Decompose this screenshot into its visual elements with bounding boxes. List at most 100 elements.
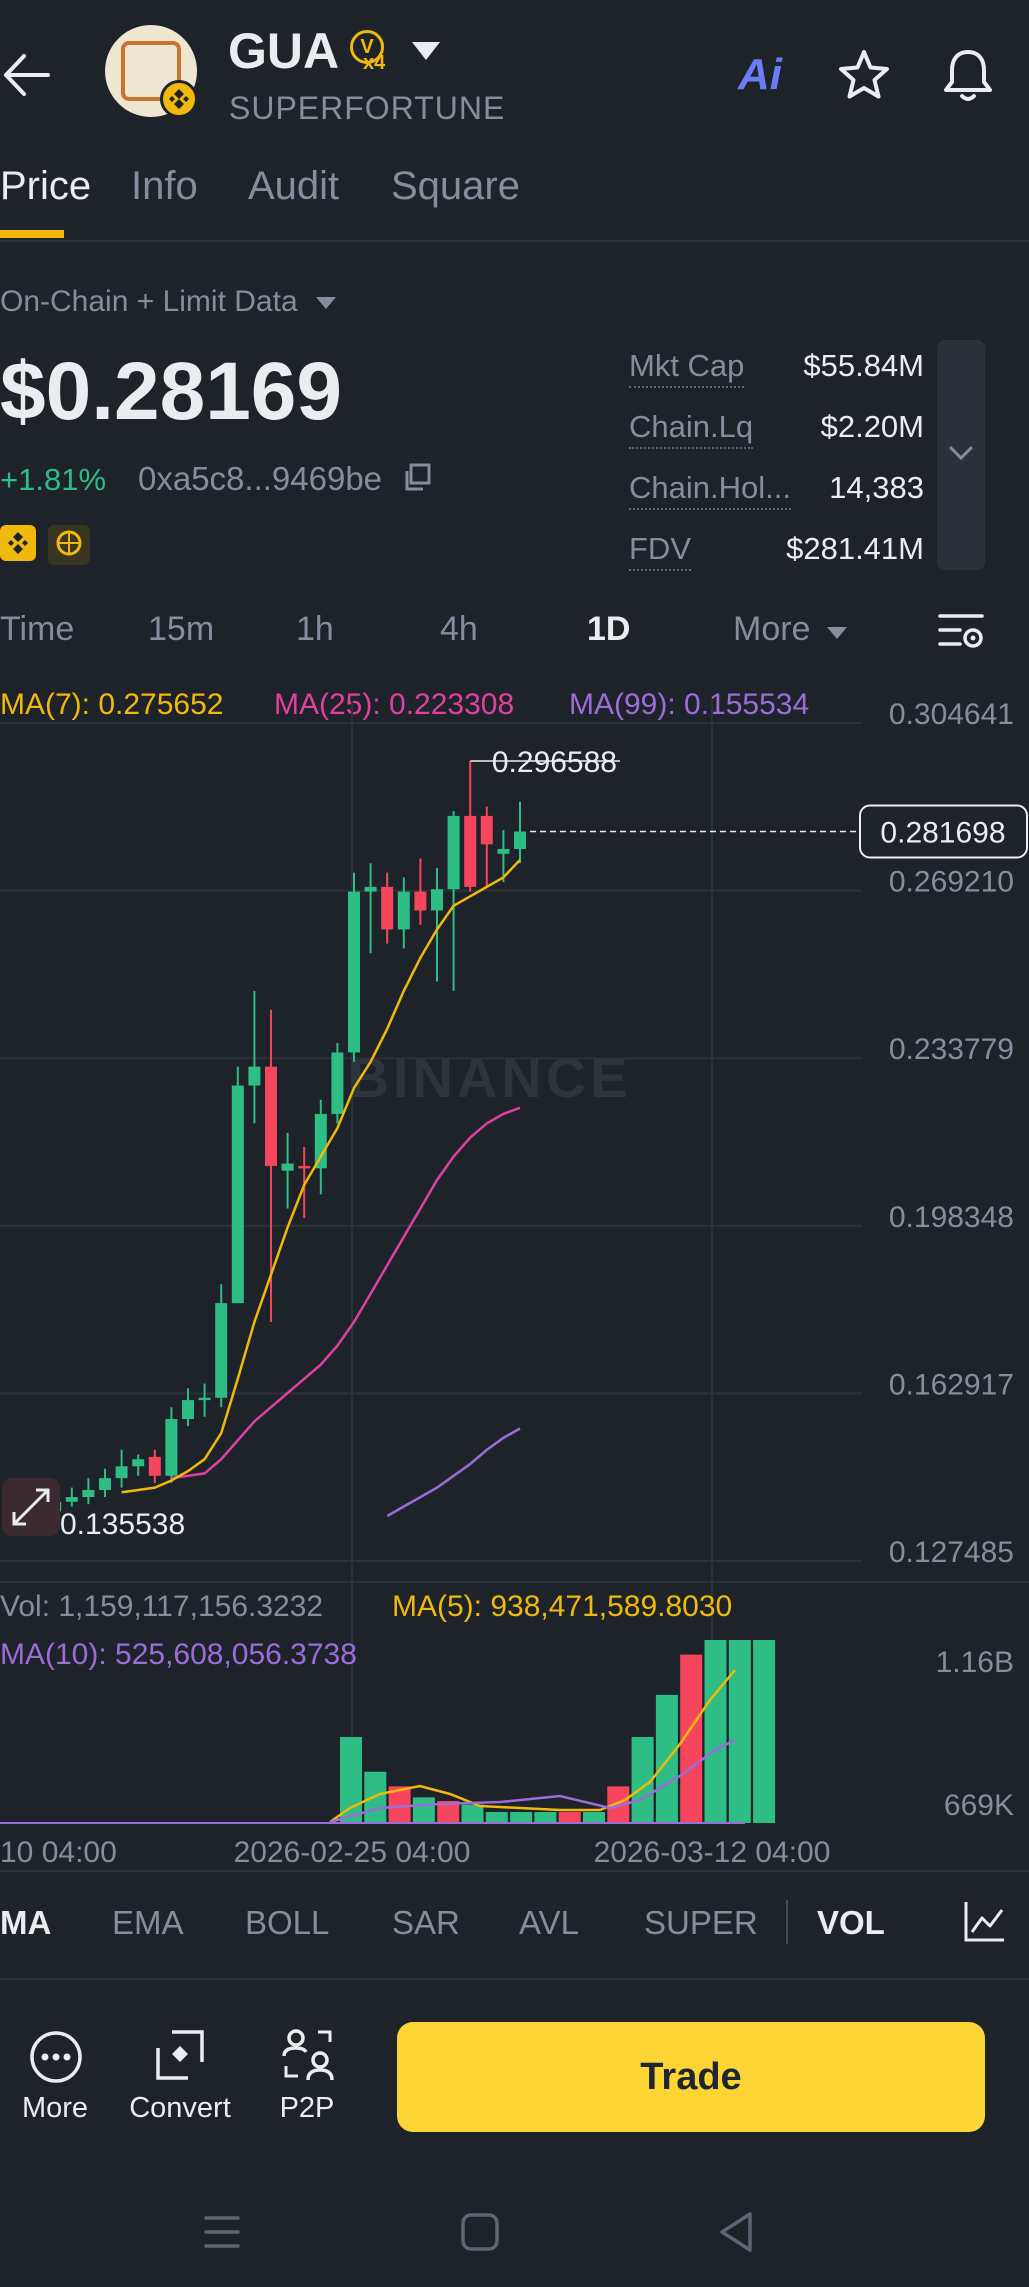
indicator-ma[interactable]: MA <box>0 1904 52 1941</box>
volume-bar <box>753 1640 776 1823</box>
stat-label-chain-holders[interactable]: Chain.Hol... <box>629 470 791 510</box>
more-dots-icon[interactable] <box>29 2030 83 2084</box>
contract-address-text: 0xa5c8...9469be <box>138 460 383 497</box>
candle-body <box>182 1400 194 1420</box>
candle-body <box>514 831 526 850</box>
volume-bar <box>437 1801 460 1823</box>
star-icon[interactable] <box>836 48 892 102</box>
x-tick-label: 2026-03-12 04:00 <box>594 1836 831 1869</box>
back-triangle-icon[interactable] <box>716 2210 756 2254</box>
indicator-chart-icon[interactable] <box>962 1900 1006 1944</box>
volume-ma10-line <box>329 1738 736 1824</box>
candle-body <box>348 891 360 1053</box>
indicator-sar[interactable]: SAR <box>392 1904 460 1941</box>
volume-bar <box>704 1640 727 1823</box>
contract-address[interactable]: 0xa5c8...9469be <box>138 460 433 498</box>
x-tick-label: 2026-02-25 04:00 <box>234 1836 471 1869</box>
indicator-super[interactable]: SUPER <box>644 1904 758 1941</box>
interval-4h[interactable]: 4h <box>440 610 478 648</box>
back-arrow-icon[interactable] <box>0 50 52 100</box>
stat-label-chain-lq[interactable]: Chain.Lq <box>629 409 754 449</box>
stat-label-mkt-cap[interactable]: Mkt Cap <box>629 348 745 388</box>
ai-button[interactable]: Ai <box>738 50 782 99</box>
candle-body <box>82 1489 95 1498</box>
candle-body <box>132 1459 145 1467</box>
tab-active-indicator <box>0 230 64 238</box>
dropdown-caret-icon[interactable] <box>410 40 442 62</box>
tab-price[interactable]: Price <box>0 164 92 208</box>
volume-bar <box>510 1812 533 1823</box>
ma7-line <box>121 859 521 1494</box>
tab-square[interactable]: Square <box>391 164 520 208</box>
candle-body <box>265 1066 277 1166</box>
stat-label-fdv[interactable]: FDV <box>629 531 691 571</box>
token-symbol: GUA <box>228 23 340 79</box>
candle-body <box>397 891 410 930</box>
chart-settings-icon[interactable] <box>938 610 984 652</box>
copy-icon[interactable] <box>401 461 433 493</box>
volume-bar <box>728 1640 751 1823</box>
volume-ma5-line <box>329 1669 736 1824</box>
tag-icon <box>48 525 90 565</box>
chevron-down-icon <box>949 446 973 461</box>
indicator-vol[interactable]: VOL <box>817 1904 885 1941</box>
candle-body <box>364 886 377 892</box>
candle-body <box>165 1419 178 1476</box>
volume-ma10-label: MA(10): 525,608,056.3738 <box>0 1638 357 1671</box>
y-tick-label: 0.198348 <box>889 1201 1014 1234</box>
interval-time[interactable]: Time <box>0 610 75 648</box>
ma25-line <box>171 1106 521 1480</box>
p2p-action-label[interactable]: P2P <box>279 2092 335 2124</box>
high-price-label: 0.296588 <box>492 746 617 779</box>
low-price-label: 0.135538 <box>60 1508 185 1541</box>
volume-bar <box>461 1804 484 1823</box>
y-tick-label: 0.269210 <box>889 866 1014 899</box>
volume-bar <box>340 1736 362 1823</box>
volume-y-tick: 1.16B <box>936 1646 1014 1679</box>
system-nav-bar <box>0 2180 1029 2287</box>
data-source-label: On-Chain + Limit Data <box>0 285 298 318</box>
multiplier-badge: x4 <box>363 52 386 74</box>
candle-body <box>148 1456 161 1476</box>
indicator-boll[interactable]: BOLL <box>245 1904 330 1941</box>
price-value: $0.28169 <box>0 346 343 437</box>
interval-more[interactable]: More <box>733 610 848 649</box>
interval-1h[interactable]: 1h <box>296 610 334 648</box>
convert-action-label[interactable]: Convert <box>129 2092 231 2124</box>
volume-bar <box>412 1797 435 1823</box>
indicator-avl[interactable]: AVL <box>519 1904 579 1941</box>
data-source-selector[interactable]: On-Chain + Limit Data <box>0 285 338 319</box>
convert-icon[interactable] <box>154 2028 206 2082</box>
expand-icon[interactable] <box>2 1478 60 1536</box>
stats-expand-button[interactable] <box>937 340 985 570</box>
price-chart[interactable]: 0.304641 0.269210 0.233779 0.198348 0.162917… <box>0 700 1029 1870</box>
more-action-label[interactable]: More <box>21 2092 89 2124</box>
ma99-line <box>386 1427 521 1518</box>
volume-bar <box>388 1786 411 1823</box>
volume-bar <box>680 1654 703 1823</box>
stat-value-chain-holders: 14,383 <box>829 470 924 505</box>
tab-info[interactable]: Info <box>131 164 198 208</box>
ma7-legend: MA(7): 0.275652 <box>0 688 224 721</box>
home-square-icon[interactable] <box>460 2212 500 2252</box>
interval-bar: Time 15m 1h 4h 1D More <box>0 600 1029 660</box>
volume-bar <box>485 1812 508 1823</box>
menu-icon[interactable] <box>202 2210 242 2254</box>
candle-body <box>447 815 460 890</box>
tab-audit[interactable]: Audit <box>248 164 340 208</box>
indicator-ema[interactable]: EMA <box>112 1904 184 1941</box>
interval-1d[interactable]: 1D <box>587 610 631 648</box>
ma25-legend: MA(25): 0.223308 <box>274 688 515 721</box>
current-price-tag <box>859 804 1028 859</box>
bell-icon[interactable] <box>940 46 996 104</box>
trade-button[interactable]: Trade <box>397 2022 985 2132</box>
interval-15m[interactable]: 15m <box>148 610 215 648</box>
p2p-icon[interactable] <box>280 2026 336 2082</box>
candle-body <box>414 891 427 911</box>
candle-body <box>464 815 477 887</box>
stat-value-fdv: $281.41M <box>786 531 924 566</box>
volume-bar <box>534 1812 557 1823</box>
caret-down-icon <box>826 627 847 639</box>
indicator-divider <box>786 1900 788 1944</box>
candle-body <box>215 1303 228 1398</box>
